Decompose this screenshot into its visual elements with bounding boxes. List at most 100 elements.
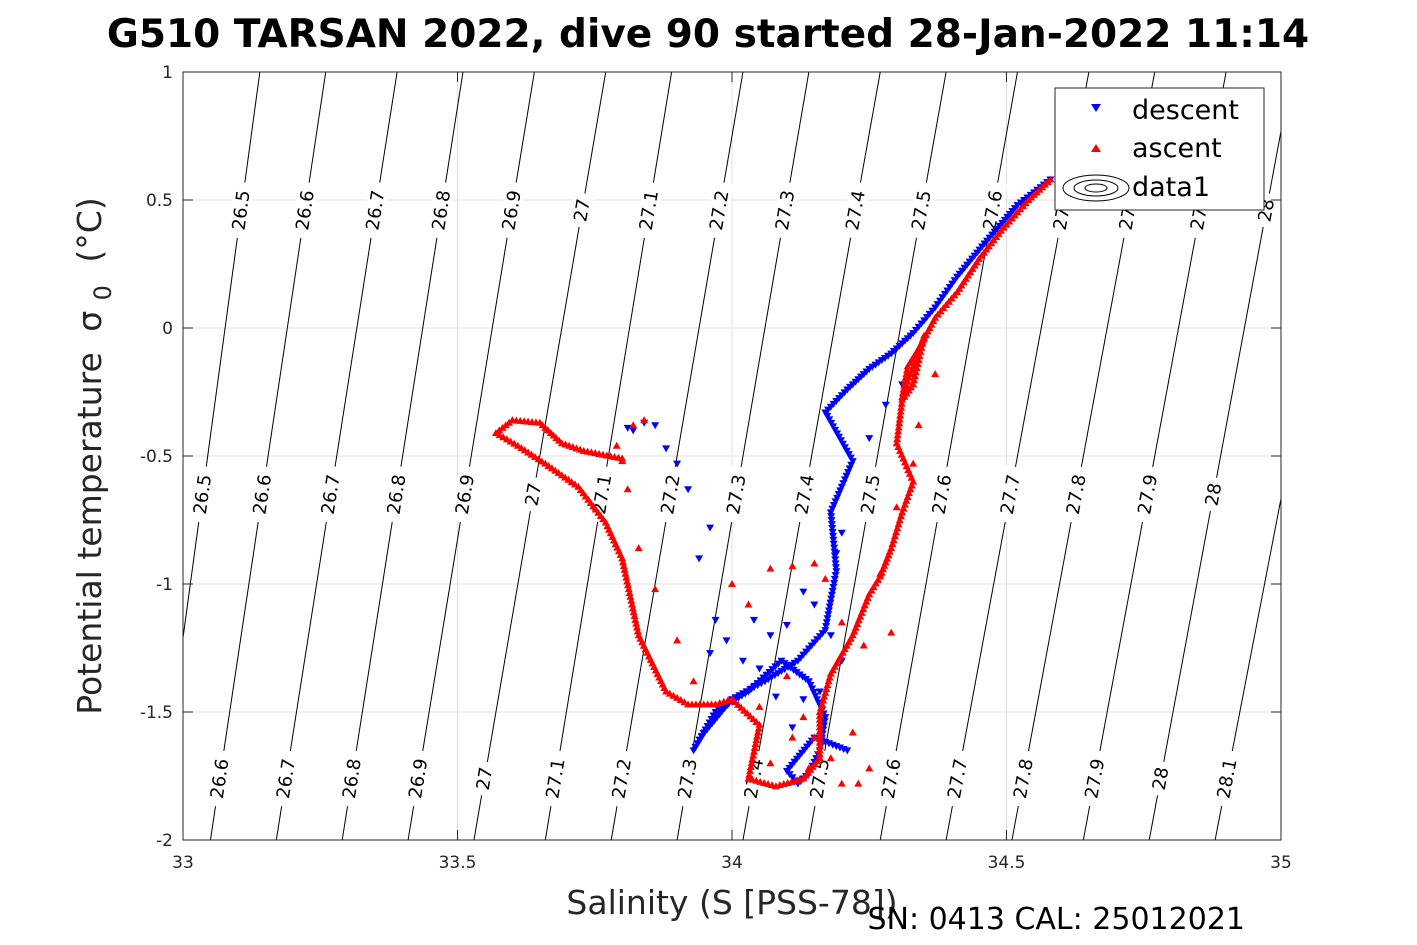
contour-label: 26.9 — [497, 180, 527, 240]
contour-label: 27.2 — [607, 749, 637, 808]
contour-label: 27.9 — [1132, 465, 1163, 524]
descent-point — [822, 623, 831, 631]
descent-point — [831, 572, 840, 580]
ascent-point — [633, 623, 642, 631]
ascent-point — [826, 669, 835, 677]
contour-label-text: 26.9 — [452, 473, 479, 516]
ascent-point — [893, 435, 902, 443]
descent-point — [706, 650, 715, 658]
descent-point — [771, 693, 780, 701]
x-tick-label: 35 — [1270, 853, 1292, 873]
ascent-point — [632, 619, 641, 627]
ascent-point — [633, 627, 642, 635]
contour-label-bg — [188, 465, 217, 524]
ascent-point — [650, 662, 659, 670]
contour-label-bg — [1061, 465, 1092, 524]
descent-point — [837, 529, 846, 537]
contour-label: 27.3 — [721, 465, 751, 524]
ascent-point — [665, 689, 674, 697]
contour-label: 27.2 — [704, 180, 734, 240]
contour-label-text: 27 — [570, 197, 595, 223]
contour-label-text: 27.6 — [878, 757, 906, 800]
ascent-point — [910, 376, 919, 384]
descent-point — [788, 724, 797, 732]
ascent-point — [889, 536, 898, 544]
descent-point — [820, 718, 829, 726]
descent-point — [806, 681, 815, 689]
contour-label-text: 27.9 — [1134, 473, 1162, 516]
contour-label-bg — [497, 180, 527, 240]
descent-point — [827, 595, 836, 603]
contour-label-bg — [1200, 475, 1227, 513]
descent-point — [770, 672, 779, 680]
contour-label: 26.7 — [271, 749, 301, 808]
y-tick-label: 0.5 — [146, 191, 173, 211]
legend: descent ascent data1 — [1054, 87, 1265, 211]
ascent-point — [859, 641, 868, 649]
x-tick-label: 33 — [172, 853, 194, 873]
contour-label: 27.1 — [541, 749, 570, 808]
contour-label: 27.5 — [906, 180, 937, 240]
ascent-point — [888, 540, 897, 548]
contour-label: 27.6 — [876, 749, 906, 808]
ascent-point — [651, 666, 660, 674]
ascent-point — [749, 747, 758, 755]
contour-label-text: 26.8 — [384, 473, 411, 516]
contour-label: 26.8 — [382, 465, 411, 524]
contour-label: 27.9 — [1079, 749, 1110, 808]
descent-point — [830, 576, 839, 584]
ascent-point — [815, 750, 824, 758]
ascent-point — [495, 431, 504, 439]
ascent-point — [513, 441, 522, 449]
contour-label-bg — [789, 465, 820, 524]
ascent-point — [755, 702, 764, 710]
descent-point — [809, 689, 818, 697]
ascent-point — [895, 415, 904, 423]
contour-label: 28.1 — [1211, 749, 1243, 808]
ascent-point — [623, 485, 632, 493]
contour-label-bg — [1008, 749, 1039, 808]
ascent-point — [815, 727, 824, 735]
ascent-point — [631, 615, 640, 623]
contour-label-text: 27.4 — [741, 757, 769, 800]
descent-point — [711, 616, 720, 624]
ascent-point — [752, 736, 761, 744]
y-tick-label: -0.5 — [140, 447, 173, 467]
contour-label: 27.8 — [1008, 749, 1039, 808]
descent-point — [837, 483, 846, 491]
legend-descent-marker — [1091, 104, 1101, 112]
contour-label-bg — [337, 749, 367, 808]
ascent-point — [903, 362, 912, 370]
contour-label-bg — [316, 465, 345, 524]
descent-point — [749, 616, 758, 624]
descent-point — [829, 502, 838, 510]
descent-point — [830, 544, 839, 552]
descent-point — [826, 632, 835, 640]
ascent-point — [655, 673, 664, 681]
ascent-point — [603, 522, 612, 530]
descent-point — [827, 513, 836, 521]
ascent-point — [766, 564, 775, 572]
ascent-point — [619, 558, 628, 566]
ascent-point — [824, 677, 833, 685]
contour-label: 28 — [1200, 475, 1227, 513]
ascent-point — [848, 728, 857, 736]
contour-label-text: 26.5 — [228, 189, 254, 232]
ascent-point — [815, 715, 824, 723]
descent-point — [827, 517, 836, 525]
descent-point — [815, 688, 824, 696]
descent-point — [774, 670, 783, 678]
ascent-point — [517, 444, 526, 451]
ascent-point — [658, 680, 667, 688]
contour-label: 27 — [471, 760, 497, 798]
ascent-point — [506, 437, 515, 445]
legend-box — [1054, 87, 1265, 211]
descent-point — [832, 550, 841, 558]
ascent-point — [818, 700, 827, 708]
ascent-point — [625, 588, 634, 596]
descent-point — [790, 659, 799, 667]
y-tick-label: -1.5 — [140, 703, 173, 723]
ascent-point — [898, 395, 907, 403]
contour-label-text: 27.5 — [908, 189, 936, 232]
y-axis-label-subscript: 0 — [89, 285, 117, 300]
